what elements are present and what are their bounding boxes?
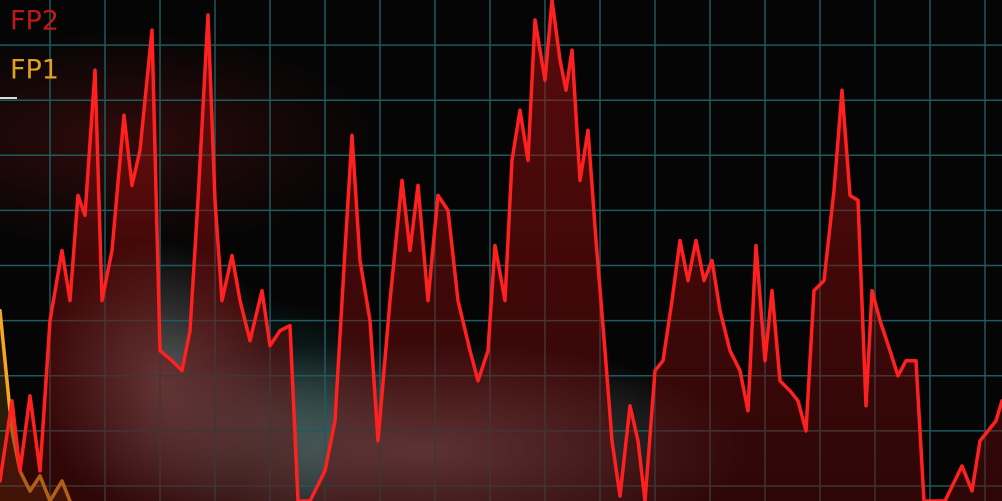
legend-label: FP1 [10,55,59,86]
legend-label: FP2 [10,6,59,37]
